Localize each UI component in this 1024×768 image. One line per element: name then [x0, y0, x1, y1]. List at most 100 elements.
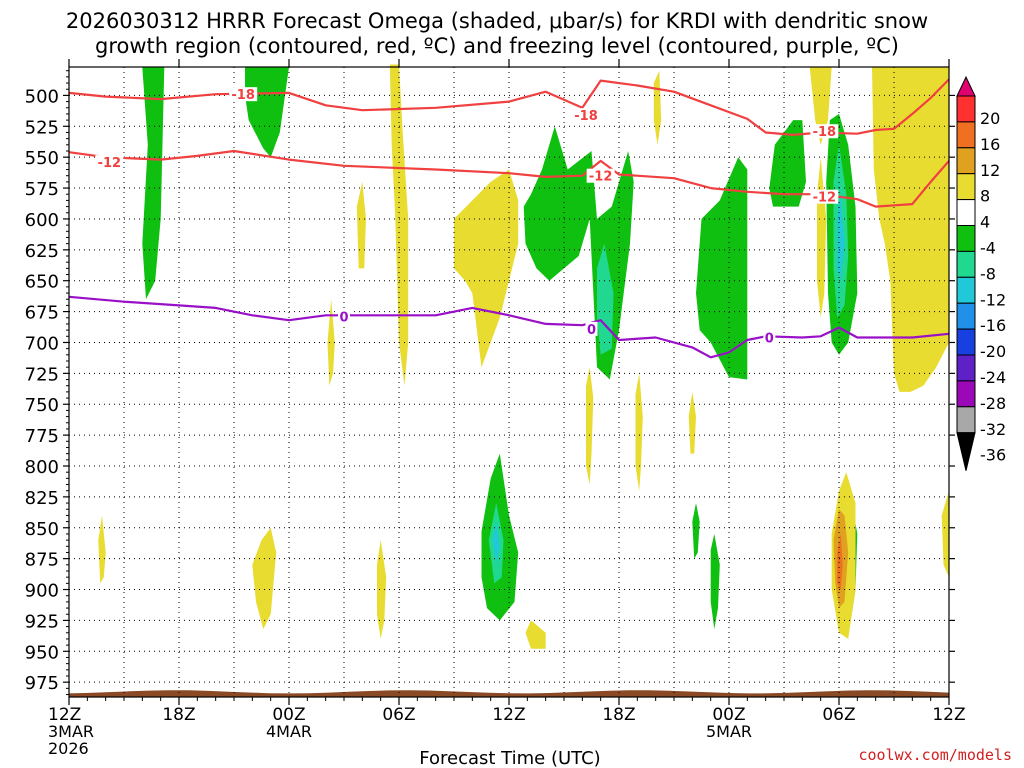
colorbar-segment-8: [956, 276, 976, 304]
omega-region-29: [635, 373, 643, 491]
contour-label-0: -18: [231, 88, 255, 103]
y-tick-label-975: 975: [25, 673, 59, 694]
contour-dgz-minus18: [68, 78, 950, 136]
contour-label-6: 0: [339, 311, 348, 326]
contour-label-bg-3: [95, 155, 124, 170]
y-tick-label-525: 525: [25, 117, 59, 138]
colorbar-segment-9: [956, 302, 976, 330]
colorbar-label-10: -24: [980, 368, 1006, 387]
omega-region-22: [252, 527, 277, 630]
omega-region-12: [692, 503, 700, 559]
colorbar-label-4: 4: [980, 213, 990, 232]
y-tick-label-825: 825: [25, 488, 59, 509]
colorbar-segment-7: [956, 250, 976, 278]
colorbar-label-11: -28: [980, 394, 1006, 413]
x-tick-label-0: 12Z: [48, 705, 81, 725]
x-date-label-12: 4MAR: [266, 722, 312, 741]
omega-region-33: [941, 490, 949, 578]
temperature-contours: [68, 78, 950, 359]
omega-region-19: [389, 64, 409, 386]
omega-region-23: [377, 540, 387, 639]
colorbar-segment-6: [956, 225, 976, 252]
x-year-label-0: 2026: [48, 739, 89, 758]
contour-label-7: 0: [587, 323, 596, 338]
y-tick-label-925: 925: [25, 611, 59, 632]
plot-area: -18 -18 -18 -12 -12 -12 0 0 0: [68, 64, 950, 698]
chart-title-line2: growth region (contoured, red, ºC) and f…: [95, 34, 899, 58]
omega-region-20: [356, 181, 366, 269]
colorbar-segment-13: [956, 406, 976, 434]
y-tick-label-625: 625: [25, 241, 59, 262]
contour-label-3: -12: [98, 156, 122, 171]
omega-region-18: [454, 169, 519, 368]
colorbar: 20 16 12 8 4 -4 -8 -12 -16 -20 -24 -28 -32 -36: [956, 75, 1006, 471]
omega-region-28: [586, 367, 594, 485]
contour-label-5: -12: [813, 191, 837, 206]
colorbar-label-8: -16: [980, 316, 1006, 335]
colorbar-label-13: -36: [980, 446, 1006, 465]
colorbar-top-arrow: [956, 75, 976, 97]
y-tick-label-600: 600: [25, 210, 59, 231]
contour-dgz-minus12: [68, 149, 950, 208]
x-tick-label-30: 18Z: [602, 705, 635, 725]
colorbar-label-6: -8: [980, 264, 996, 283]
contour-label-bg-4: [586, 168, 615, 183]
y-tick-label-850: 850: [25, 519, 59, 540]
grid-lines: [69, 67, 949, 697]
colorbar-segment-10: [956, 328, 976, 356]
contour-label-bg-0: [229, 87, 258, 102]
omega-region-31: [525, 620, 546, 649]
colorbar-segment-11: [956, 354, 976, 382]
y-tick-label-550: 550: [25, 148, 59, 169]
x-date-label-0: 3MAR: [48, 722, 94, 741]
x-tick-label-12: 00Z: [272, 705, 305, 725]
omega-region-4: [769, 120, 806, 207]
y-tick-label-875: 875: [25, 550, 59, 571]
colorbar-segment-2: [956, 121, 976, 149]
x-tick-label-6: 18Z: [162, 705, 195, 725]
y-tick-label-500: 500: [25, 86, 59, 107]
omega-region-7: [837, 194, 845, 281]
colorbar-label-0: 20: [980, 109, 1000, 128]
colorbar-segment-5: [956, 199, 976, 227]
contour-labels: -18 -18 -18 -12 -12 -12 0 0 0: [95, 87, 839, 347]
y-tick-label-675: 675: [25, 303, 59, 324]
colorbar-segment-3: [956, 147, 976, 175]
omega-region-30: [688, 391, 696, 454]
contour-label-bg-8: [763, 330, 776, 345]
colorbar-label-12: -32: [980, 420, 1006, 439]
omega-region-0: [142, 67, 165, 300]
x-tick-label-42: 06Z: [822, 705, 855, 725]
omega-region-11: [492, 521, 500, 565]
contour-label-bg-7: [585, 321, 598, 336]
colorbar-label-2: 12: [980, 161, 1000, 180]
x-tick-label-18: 06Z: [382, 705, 415, 725]
colorbar-label-5: -4: [980, 239, 996, 258]
omega-region-15: [872, 67, 949, 392]
contour-label-4: -12: [589, 170, 613, 185]
contour-label-bg-5: [810, 189, 839, 204]
contour-freezing-level: [68, 295, 950, 359]
y-tick-label-750: 750: [25, 395, 59, 416]
omega-region-24: [98, 515, 106, 584]
x-tick-label-24: 12Z: [492, 705, 525, 725]
contour-label-8: 0: [765, 332, 774, 347]
colorbar-segment-12: [956, 380, 976, 408]
y-axis: 500 525 550 575 600 625 650 675 700 725 750 775 800 8…: [25, 70, 955, 696]
credit-text: coolwx.com/models: [858, 746, 1012, 764]
contour-label-2: -18: [813, 125, 837, 140]
contour-label-bg-6: [338, 309, 350, 324]
contour-label-1: -18: [574, 109, 598, 124]
y-tick-label-775: 775: [25, 426, 59, 447]
x-tick-label-36: 00Z: [712, 705, 745, 725]
contour-label-bg-1: [572, 108, 600, 123]
colorbar-bottom-arrow: [956, 432, 976, 471]
surface-terrain: [69, 690, 949, 697]
chart-title-line1: 2026030312 HRRR Forecast Omega (shaded, …: [66, 9, 928, 33]
colorbar-label-9: -20: [980, 342, 1006, 361]
colorbar-label-7: -12: [980, 290, 1006, 309]
y-tick-label-800: 800: [25, 457, 59, 478]
y-tick-label-575: 575: [25, 179, 59, 200]
